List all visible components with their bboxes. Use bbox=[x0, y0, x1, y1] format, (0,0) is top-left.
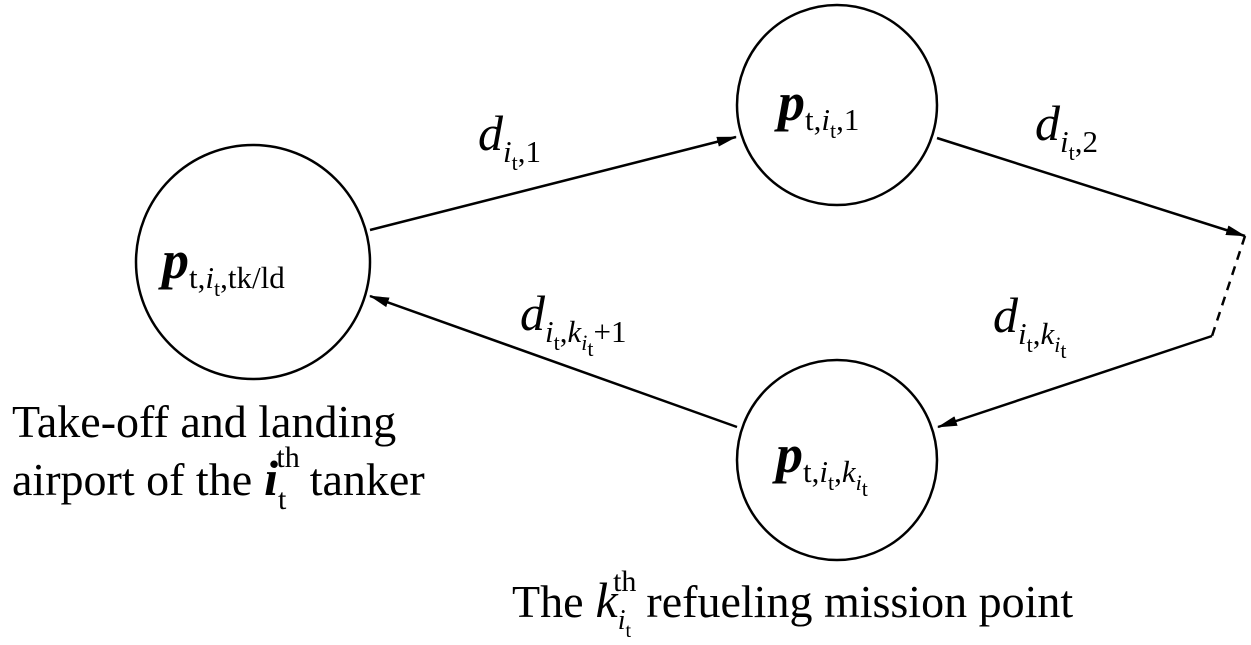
airport-caption-line2: airport of the itth tanker bbox=[12, 441, 425, 516]
mission-caption: The kitth refueling mission point bbox=[512, 565, 1073, 642]
edge-first-to-gap bbox=[936, 136, 1246, 238]
edge-gap-dashed bbox=[1210, 235, 1247, 337]
edge-label-d1: dit,1 bbox=[478, 105, 541, 175]
airport-node bbox=[134, 143, 372, 381]
kth-mission-node bbox=[735, 358, 939, 562]
first-mission-node bbox=[735, 3, 939, 207]
edge-kth-to-airport bbox=[369, 294, 738, 429]
edge-label-d2: dit,2 bbox=[1035, 95, 1098, 165]
edge-airport-to-first bbox=[369, 135, 737, 232]
edge-label-dk: dit,kit bbox=[993, 287, 1067, 363]
airport-caption-line1: Take-off and landing bbox=[12, 396, 396, 447]
edge-gap-to-kth bbox=[937, 334, 1213, 429]
first-mission-node-label: pt,it,1 bbox=[774, 72, 859, 143]
kth-mission-node-label: pt,it,kit bbox=[772, 424, 868, 501]
edge-label-dk1: dit,kit+1 bbox=[520, 285, 627, 361]
airport-node-label: pt,it,tk/ld bbox=[158, 230, 285, 301]
